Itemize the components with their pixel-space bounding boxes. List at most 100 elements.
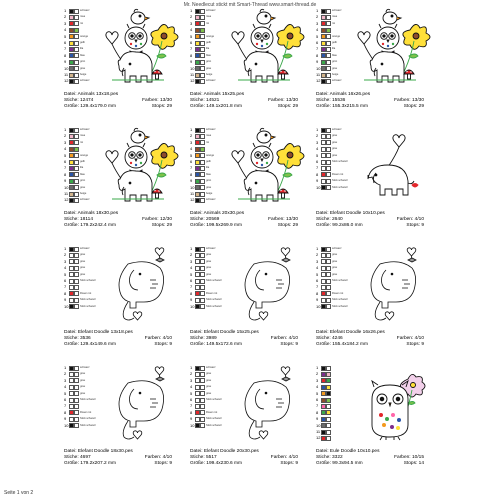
color-row-number: 2 [190,252,193,258]
color-swatch [321,371,326,377]
stitch-count: Stiche: 4246 [316,336,343,342]
color-swatch [74,46,80,52]
color-swatch [195,40,200,46]
color-row-number: 4 [316,27,319,33]
design-preview [220,365,312,449]
color-row-number: 9 [316,178,319,184]
color-row-label: Stick schwarz [80,298,96,302]
color-row: 4 [190,146,218,152]
color-swatch [321,429,326,435]
design-preview [94,8,186,92]
file-row: Datei: Elefant Doodle 20x30.pes [190,449,298,455]
color-swatch [69,416,74,422]
color-swatch [200,146,206,152]
color-row-number: 6 [64,396,67,402]
color-row-number: 1 [64,8,67,13]
color-swatch [200,133,206,139]
color-row-number: 6 [190,277,193,283]
color-swatch [200,246,206,252]
size-stops-row: Größe: 149.1x201.8 mm Stops: 29 [190,104,298,110]
color-row-label: schwarz [206,366,216,369]
color-swatch [200,403,206,409]
color-row-number: 2 [190,371,193,377]
color-swatch [74,172,80,178]
file-name: Datei: Animals 15x25.pes [190,92,245,97]
color-swatch [195,27,200,33]
color-row: 7 [190,403,218,409]
color-swatch [195,21,200,27]
color-row: 10 [316,423,344,429]
file-row: Datei: Animals 18x30.pes [64,211,172,217]
page-footer: Seite 1 von 2 [4,490,34,496]
color-swatch [200,172,206,178]
color-count: Farben: 4/10 [396,217,424,223]
color-swatch [326,252,332,258]
color-swatch [200,304,206,310]
color-row: 12 schwarz [316,78,344,84]
stitch-count: Stiche: 14521 [190,98,220,104]
color-row-label: gelb [206,40,211,44]
stop-count: Stops: 29 [151,104,172,110]
color-swatch [326,172,332,178]
color-row: 2 grau [316,252,344,258]
design-preview [220,8,312,92]
color-row-label: beige [80,191,87,195]
color-swatch [200,78,206,84]
color-swatch [195,197,200,203]
color-row-number: 7 [64,403,67,409]
design-size: Größe: 99.3x94.5 mm [316,461,363,467]
color-swatch [321,252,326,258]
color-row: 10 grau [190,66,218,72]
color-swatch [321,21,326,27]
color-swatch [195,140,200,146]
color-swatch [195,397,200,403]
color-row-label: rosa [332,15,338,19]
color-swatch [69,191,74,197]
color-swatch [326,378,332,384]
color-swatch [321,59,326,65]
color-swatch [195,365,200,371]
color-count: Farben: 13/30 [142,98,172,104]
color-swatch [321,384,326,390]
color-row-label: blau [80,172,85,176]
color-row-label: schwarz [206,9,216,12]
color-row-number: 2 [64,371,67,377]
color-row: 6 Stick schwarz [190,277,222,284]
color-row-label: Stick schwarz [332,159,348,163]
color-swatch [326,78,332,84]
color-row-number: 6 [316,158,319,164]
color-count: Farben: 13/30 [268,98,298,104]
design-preview [346,365,438,449]
color-row-label: Stick schwarz [332,278,348,282]
color-row-label: schwarz [332,79,342,83]
color-swatch [200,423,206,429]
color-swatch [200,191,206,197]
color-row-number: 5 [316,33,319,39]
color-row: 7 lila [190,46,218,52]
color-swatch [326,46,332,52]
color-row-number: 11 [190,71,195,77]
color-swatch [326,178,332,184]
color-row: 9 grün [190,59,218,65]
color-row-number: 11 [316,428,321,434]
color-row-label: Stick schwarz [332,298,348,302]
color-row: 5 orange [316,34,344,40]
color-row-number: 9 [190,59,193,65]
color-row-number: 7 [190,46,193,52]
color-swatch [200,265,206,271]
color-swatch [326,410,332,416]
color-sequence-chart: 1 schwarz 2 rosa 3 rot 4 5 orange 6 gelb 7 lila 8 blau… [316,8,344,88]
color-swatch [200,391,206,397]
color-row-label: orange [206,34,215,38]
color-swatch [326,72,332,78]
color-swatch [69,246,74,252]
color-swatch [195,159,200,165]
color-swatch [74,284,80,290]
stitches-colors-row: Stiche: 3322 Farben: 10/15 [316,455,424,461]
color-row-label: Rosen rot [332,291,344,295]
color-row: 11 beige [190,191,218,197]
color-swatch [195,246,200,252]
color-swatch [195,291,200,297]
color-swatch [195,384,200,390]
color-count: Farben: 10/15 [394,455,424,461]
